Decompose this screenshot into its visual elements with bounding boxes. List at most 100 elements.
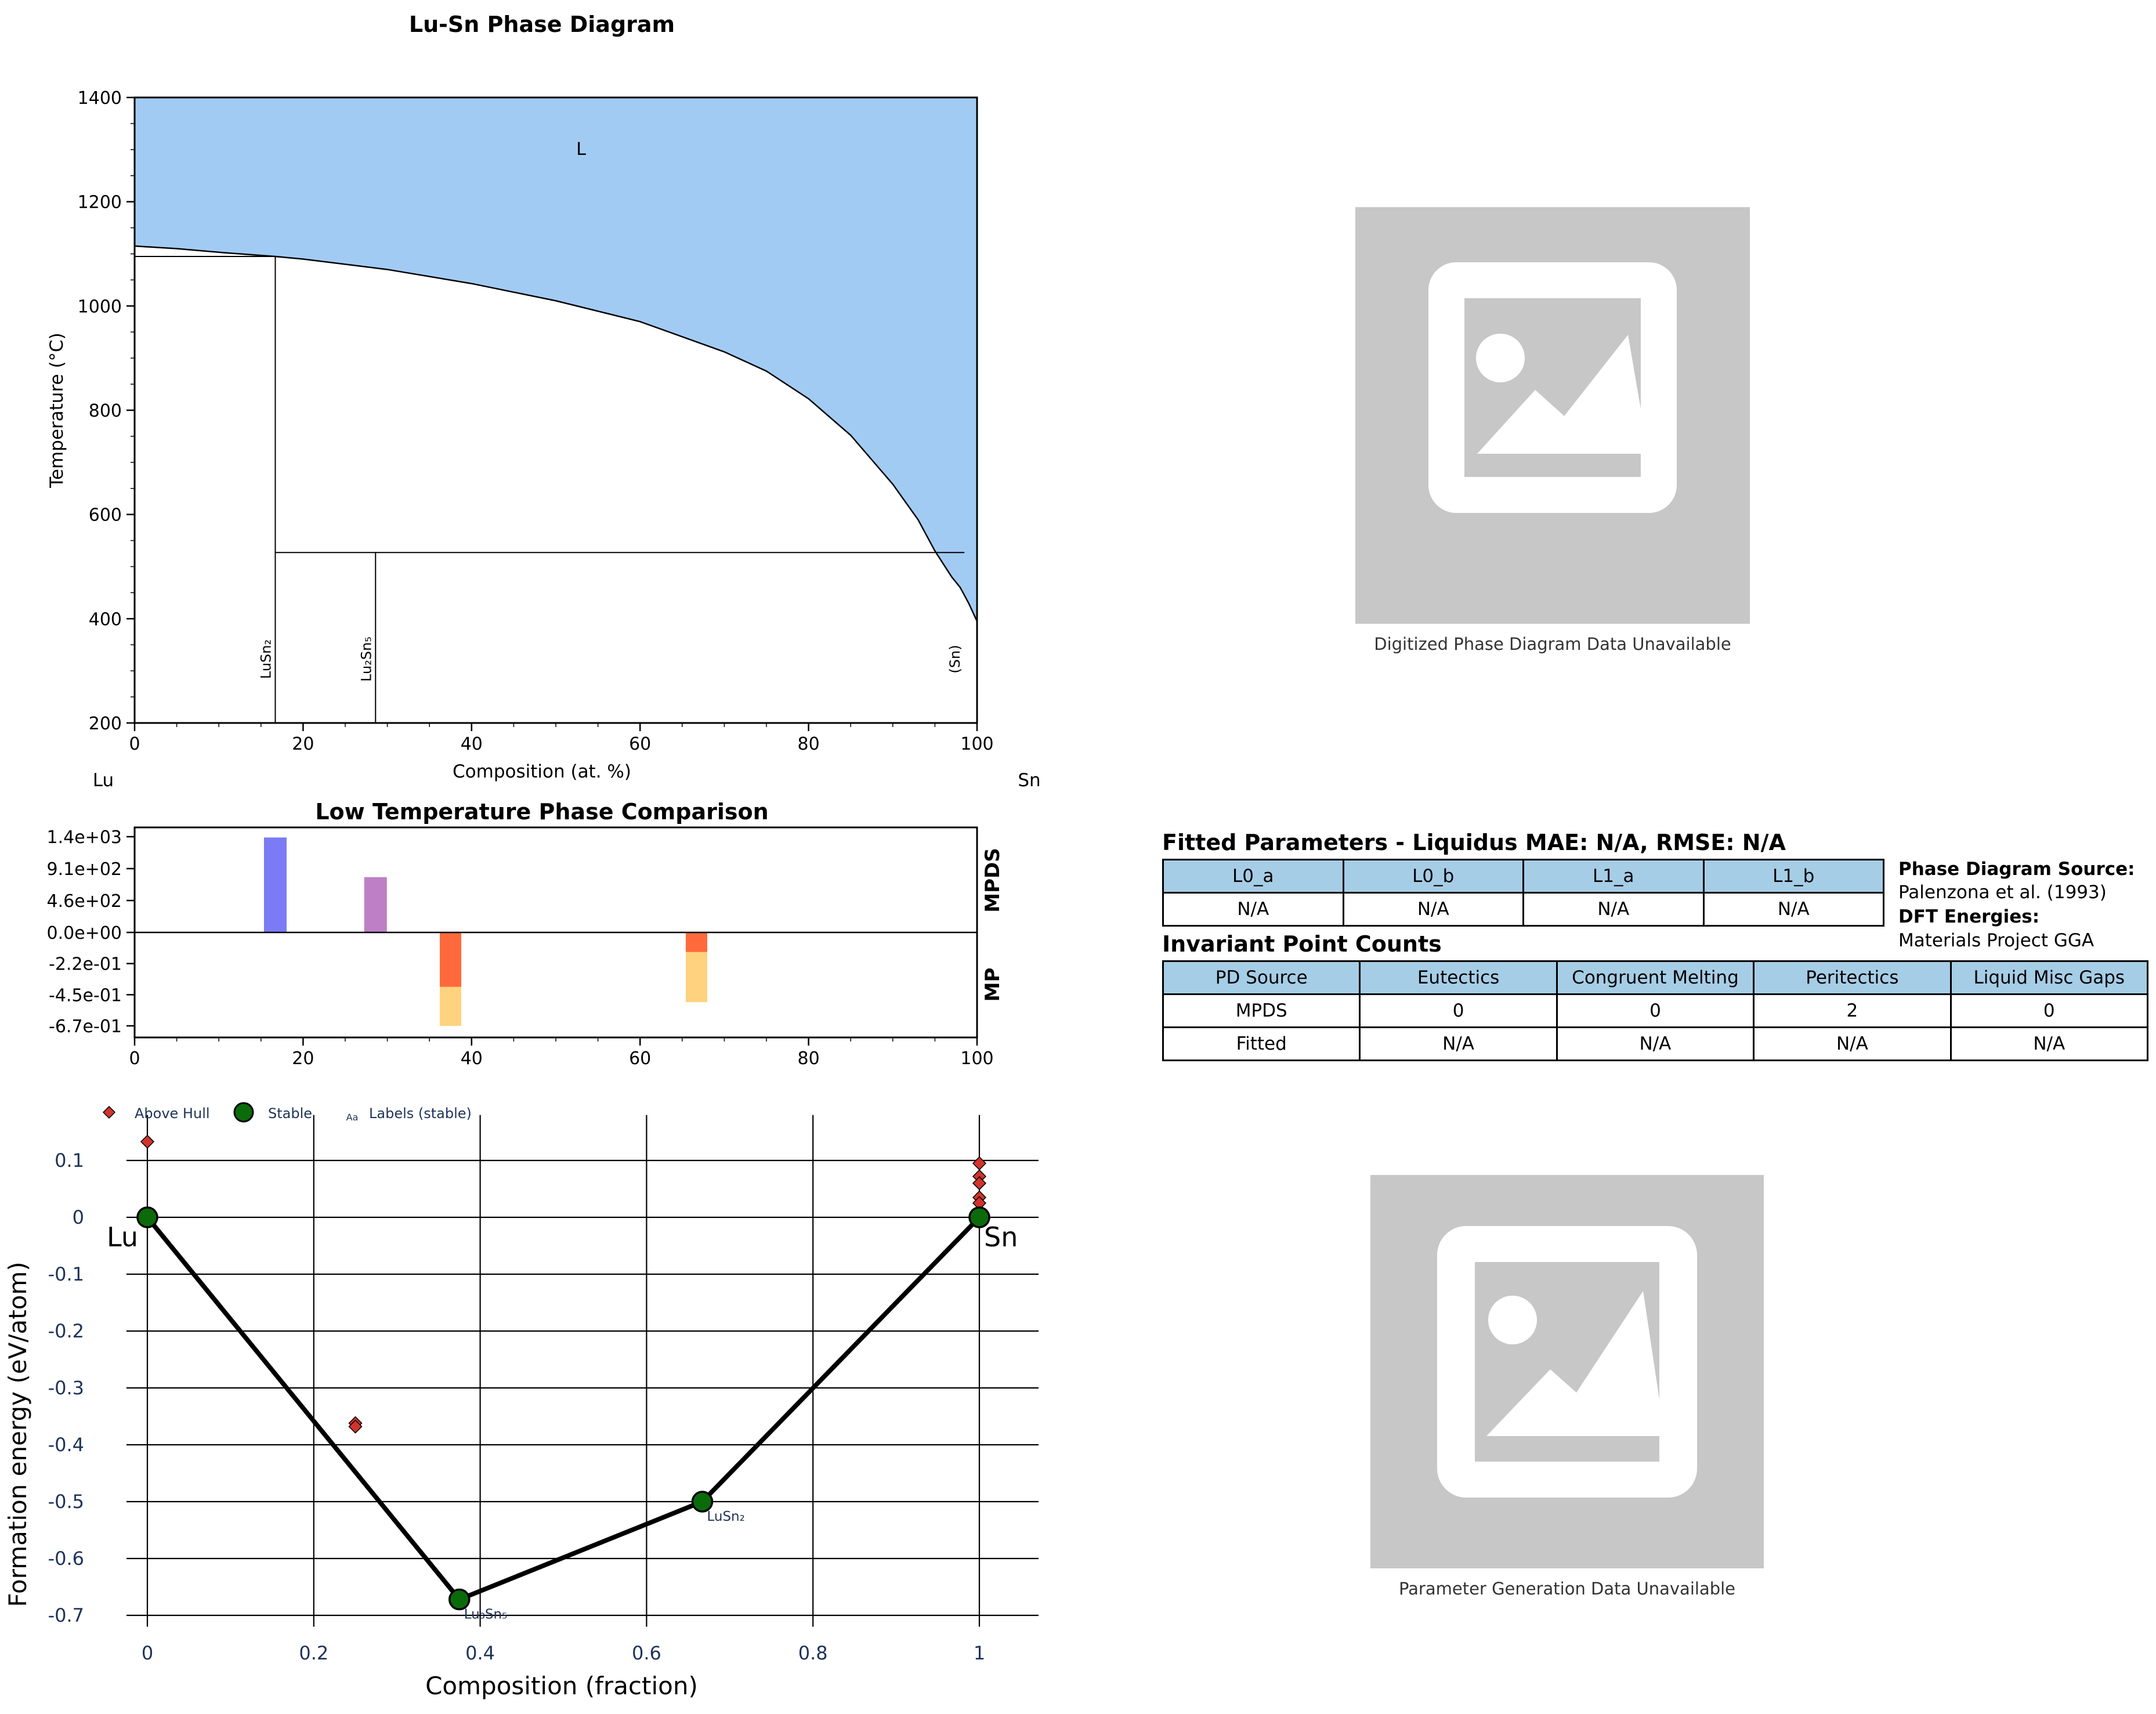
invariant-cell: 0 xyxy=(1359,993,1558,1028)
y-tick-label: -0.6 xyxy=(48,1547,84,1570)
legend-stable-marker xyxy=(233,1102,254,1123)
invariant-cell: 2 xyxy=(1753,993,1952,1028)
fitted-header-cell: L0_a xyxy=(1162,859,1344,894)
fitted-value-cell: N/A xyxy=(1522,892,1705,927)
phase-label: Lu₂Sn₅ xyxy=(358,637,374,682)
x-tick-label: 80 xyxy=(798,1048,820,1069)
y-tick-label: -0.4 xyxy=(48,1434,84,1456)
x-tick-label: 80 xyxy=(798,734,820,754)
x-tick-label: 20 xyxy=(292,1048,314,1069)
fitted-header-cell: L1_b xyxy=(1702,859,1884,894)
y-tick-label: 1400 xyxy=(78,88,122,109)
phase-diagram-title: Lu-Sn Phase Diagram xyxy=(409,12,675,37)
y-tick-label: 0 xyxy=(73,1206,84,1228)
x-tick-label: 0 xyxy=(129,734,140,754)
mpds-bar xyxy=(263,837,287,933)
legend-above-hull-marker xyxy=(102,1105,116,1119)
invariant-header-cell: Eutectics xyxy=(1359,960,1558,995)
stable-phase-label: Lu xyxy=(107,1221,138,1253)
above-hull-marker xyxy=(972,1156,987,1170)
invariant-header-cell: Peritectics xyxy=(1753,960,1952,995)
legend-above-hull-text: Above Hull xyxy=(135,1105,210,1122)
x-tick-label: 20 xyxy=(292,734,314,754)
invariant-cell: N/A xyxy=(1949,1026,2149,1061)
phase-label: LuSn₂ xyxy=(258,639,274,679)
hull-xlabel: Composition (fraction) xyxy=(425,1672,698,1700)
mp-hull-bar xyxy=(685,932,707,952)
y-tick-label: 9.1e+02 xyxy=(47,859,122,880)
y-tick-label: 600 xyxy=(89,505,122,526)
x-tick-label: 0.4 xyxy=(465,1642,495,1664)
y-tick-label: -0.5 xyxy=(48,1491,84,1513)
x-tick-label: 0 xyxy=(129,1048,140,1069)
phase-diagram-source-value: Palenzona et al. (1993) xyxy=(1898,882,2107,903)
x-tick-label: 1 xyxy=(974,1642,985,1664)
y-tick-label: -0.7 xyxy=(48,1604,84,1626)
mpds-bar xyxy=(364,877,387,933)
phase-diagram-xlabel: Composition (at. %) xyxy=(453,761,631,782)
invariant-cell: 0 xyxy=(1555,993,1755,1028)
liquidus-line xyxy=(134,245,978,622)
fitted-value-cell: N/A xyxy=(1702,892,1884,927)
legend-stable-text: Stable xyxy=(268,1105,312,1122)
hull-legend: Above Hull Stable Aa Labels (stable) xyxy=(102,1102,472,1123)
above-hull-marker xyxy=(140,1134,155,1149)
invariant-header-row: PD Source Eutectics Congruent Melting Pe… xyxy=(1162,960,2149,995)
invariant-header-cell: Congruent Melting xyxy=(1555,960,1755,995)
comparison-chart: Low Temperature Phase Comparison 0 20 40 60… xyxy=(47,799,1004,1069)
stable-phase-marker xyxy=(448,1588,471,1611)
x-tick-label: 100 xyxy=(960,734,993,754)
fitted-value-cell: N/A xyxy=(1162,892,1344,927)
x-tick-label: 0.6 xyxy=(632,1642,661,1664)
y-tick-label: 0.0e+00 xyxy=(47,923,122,943)
invariant-cell: N/A xyxy=(1753,1026,1952,1061)
invariant-header-cell: PD Source xyxy=(1162,960,1361,995)
y-tick-label: 400 xyxy=(89,609,122,630)
mpds-axis-label: MPDS xyxy=(981,848,1004,912)
above-hull-marker xyxy=(348,1419,363,1434)
x-tick-label: 0 xyxy=(142,1642,153,1664)
fitted-header-cell: L1_a xyxy=(1522,859,1705,894)
left-element-label: Lu xyxy=(93,770,114,791)
stable-phase-marker xyxy=(136,1206,158,1228)
invariant-cell: 0 xyxy=(1949,993,2149,1028)
invariant-header-cell: Liquid Misc Gaps xyxy=(1949,960,2149,995)
y-tick-label: 1200 xyxy=(78,193,122,213)
y-tick-label: -2.2e-01 xyxy=(49,954,122,975)
x-tick-label: 60 xyxy=(629,1048,651,1069)
stable-phase-label: Lu₃Sn₅ xyxy=(464,1607,508,1622)
above-hull-marker xyxy=(972,1176,987,1191)
stable-phase-label: LuSn₂ xyxy=(707,1509,744,1524)
parameter-generation-unavailable-caption: Parameter Generation Data Unavailable xyxy=(1398,1579,1736,1599)
dft-energies-label: DFT Energies: xyxy=(1898,906,2040,927)
y-tick-label: 800 xyxy=(89,401,122,421)
parameter-generation-image-placeholder xyxy=(1370,1175,1764,1568)
fitted-value-row: N/A N/A N/A N/A xyxy=(1162,892,1884,927)
y-tick-label: -0.2 xyxy=(48,1320,84,1342)
legend-labels-sample: Aa xyxy=(346,1112,359,1123)
fitted-header-row: L0_a L0_b L1_a L1_b xyxy=(1162,859,1884,894)
invariant-cell: N/A xyxy=(1359,1026,1558,1061)
y-tick-label: 4.6e+02 xyxy=(47,891,122,912)
y-tick-label: -0.3 xyxy=(48,1377,84,1399)
y-tick-label: -0.1 xyxy=(48,1263,84,1285)
x-tick-label: 40 xyxy=(461,1048,483,1069)
comparison-title: Low Temperature Phase Comparison xyxy=(315,799,768,825)
y-tick-label: -6.7e-01 xyxy=(49,1017,122,1037)
invariant-cell: MPDS xyxy=(1162,993,1361,1028)
y-tick-label: 200 xyxy=(89,714,122,734)
y-tick-label: 1000 xyxy=(78,296,122,317)
phase-diagram-unavailable-caption: Digitized Phase Diagram Data Unavailable xyxy=(1374,634,1731,654)
y-tick-label: 1.4e+03 xyxy=(47,827,122,848)
x-tick-label: 100 xyxy=(960,1048,993,1069)
legend-labels-text: Labels (stable) xyxy=(369,1105,472,1122)
invariant-row-fitted: Fitted N/A N/A N/A N/A xyxy=(1162,1026,2149,1061)
mp-axis-label: MP xyxy=(981,968,1004,1002)
phase-diagram-source-label: Phase Diagram Source: xyxy=(1898,859,2135,880)
invariant-cell: Fitted xyxy=(1162,1026,1361,1061)
y-tick-label: -4.5e-01 xyxy=(49,985,122,1006)
phase-diagram-image-placeholder xyxy=(1355,207,1750,624)
phase-diagram-chart: Lu-Sn Phase Diagram LuSn₂ Lu₂Sn₅ (Sn) 0 20 4… xyxy=(46,12,1041,791)
dft-energies-value: Materials Project GGA xyxy=(1898,930,2094,951)
x-tick-label: 0.2 xyxy=(299,1642,328,1664)
